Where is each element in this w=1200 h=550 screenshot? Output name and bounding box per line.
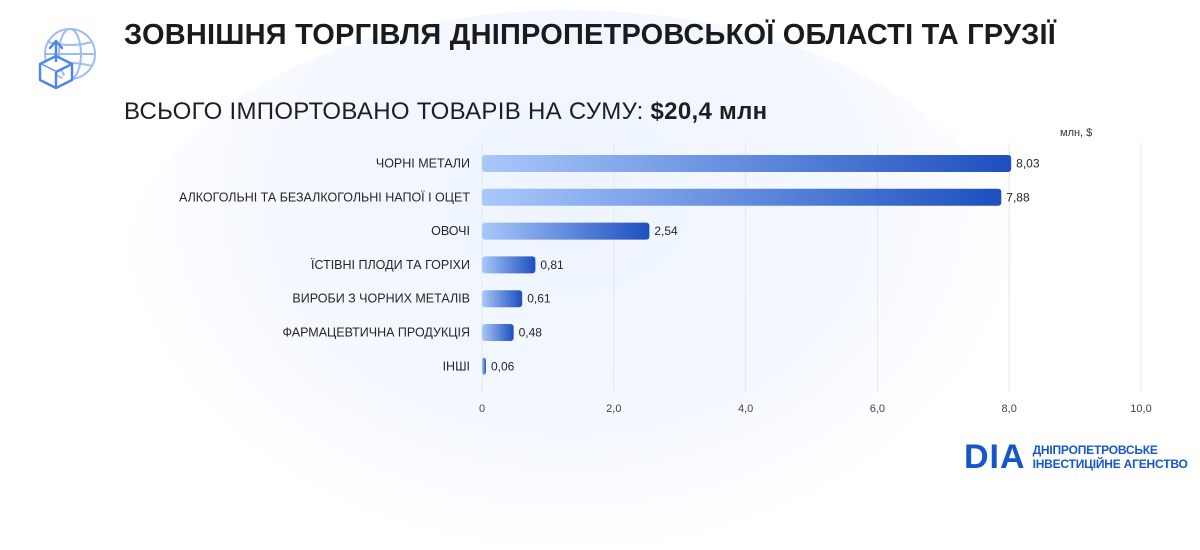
subtitle-prefix: ВСЬОГО ІМПОРТОВАНО ТОВАРІВ НА СУМУ:: [124, 98, 644, 125]
x-tick-label: 8,0: [1002, 403, 1017, 415]
x-tick-label: 4,0: [738, 403, 753, 415]
bar-chart: 0 2,0 4,0 6,0 8,0 10,0 ЧОРНІ МЕТАЛИ 8,03 АЛКОГОЛ…: [179, 143, 1152, 415]
category-label: ІНШІ: [443, 359, 470, 373]
logo-mark: DIA: [964, 438, 1026, 476]
data-label: 0,06: [491, 359, 515, 373]
data-label: 7,88: [1006, 190, 1030, 204]
x-tick-label: 10,0: [1130, 403, 1151, 415]
data-label: 8,03: [1016, 157, 1040, 171]
category-label: ОВОЧІ: [431, 224, 470, 238]
bar: [482, 357, 486, 375]
logo-line-1: ДНІПРОПЕТРОВСЬКЕ: [1032, 443, 1158, 457]
category-label: АЛКОГОЛЬНІ ТА БЕЗАЛКОГОЛЬНІ НАПОЇ І ОЦЕТ: [179, 190, 470, 204]
x-tick-label: 0: [479, 403, 485, 415]
page-title: ЗОВНІШНЯ ТОРГІВЛЯ ДНІПРОПЕТРОВСЬКОЇ ОБЛА…: [124, 19, 1056, 51]
x-tick-label: 2,0: [606, 403, 621, 415]
data-label: 2,54: [654, 224, 678, 238]
bar: [482, 256, 536, 274]
bar: [482, 290, 523, 308]
bar: [482, 222, 650, 240]
bar: [482, 188, 1002, 206]
bar: [482, 155, 1012, 172]
data-label: 0,61: [527, 292, 551, 306]
logo: DIA ДНІПРОПЕТРОВСЬКЕ ІНВЕСТИЦІЙНЕ АГЕНСТ…: [964, 438, 1188, 476]
logo-text: ДНІПРОПЕТРОВСЬКЕ ІНВЕСТИЦІЙНЕ АГЕНСТВО: [1033, 443, 1188, 471]
unit-label: млн, $: [1060, 127, 1093, 139]
category-label: ЇСТІВНІ ПЛОДИ ТА ГОРІХИ: [311, 258, 470, 272]
bar: [482, 324, 514, 341]
x-tick-label: 6,0: [870, 403, 885, 415]
category-label: ВИРОБИ З ЧОРНИХ МЕТАЛІВ: [292, 292, 470, 306]
category-label: ЧОРНІ МЕТАЛИ: [376, 157, 470, 171]
background-glow: [120, 10, 1020, 550]
data-label: 0,48: [519, 326, 543, 340]
subtitle-total: $20,4 млн: [650, 98, 768, 125]
subtitle: ВСЬОГО ІМПОРТОВАНО ТОВАРІВ НА СУМУ: $20,…: [124, 98, 767, 126]
logo-line-2: ІНВЕСТИЦІЙНЕ АГЕНСТВО: [1032, 457, 1188, 471]
category-label: ФАРМАЦЕВТИЧНА ПРОДУКЦІЯ: [283, 326, 470, 340]
data-label: 0,81: [540, 258, 564, 272]
globe-box-upload-icon: [32, 24, 100, 92]
